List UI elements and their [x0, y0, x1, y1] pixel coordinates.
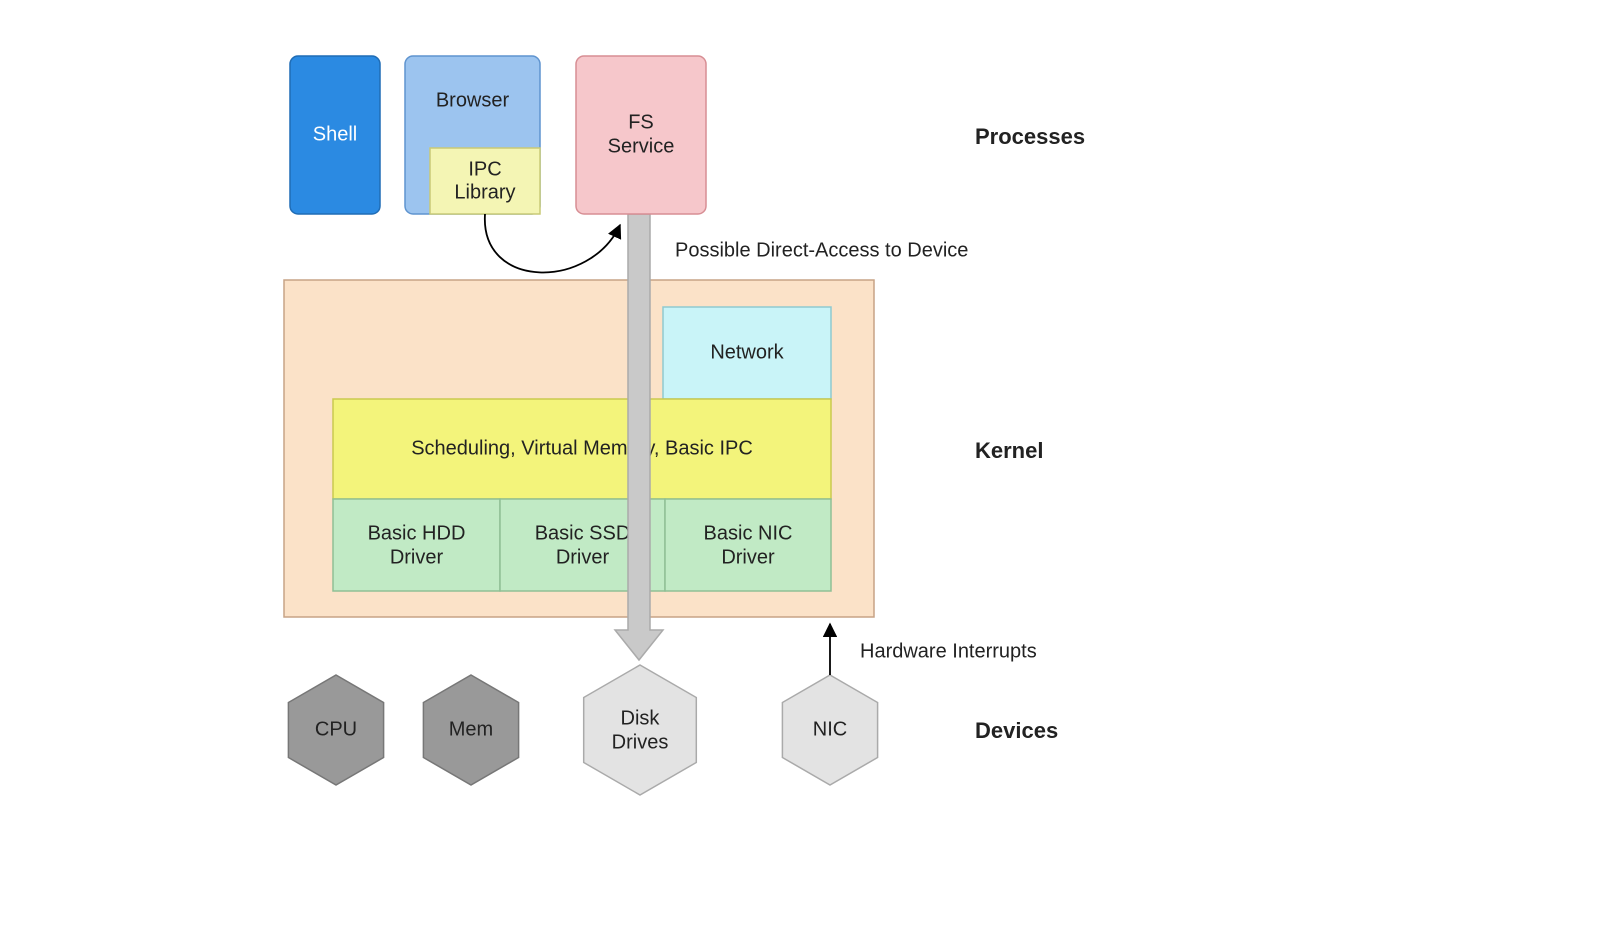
- section-label-kernel: Kernel: [975, 438, 1043, 463]
- kernel-driver-hdd-label1: Basic HDD: [368, 522, 466, 544]
- section-label-devices: Devices: [975, 718, 1058, 743]
- device-mem-label: Mem: [449, 718, 493, 740]
- section-label-processes: Processes: [975, 124, 1085, 149]
- process-ipc-label1: IPC: [468, 158, 501, 180]
- kernel-driver-nic-box: [665, 499, 831, 591]
- device-disk-label2: Drives: [612, 731, 669, 753]
- annotation-direct-access: Possible Direct-Access to Device: [675, 239, 968, 261]
- kernel-driver-ssd-label1: Basic SSD: [535, 522, 631, 544]
- ipc-to-fs-arrow: [485, 214, 620, 272]
- process-ipc-label2: Library: [454, 181, 515, 203]
- kernel-driver-hdd-label2: Driver: [390, 546, 444, 568]
- device-disk-hex: [584, 665, 697, 795]
- process-fs-label2: Service: [608, 135, 675, 157]
- annotation-hw-interrupts: Hardware Interrupts: [860, 640, 1037, 662]
- kernel-network-label: Network: [710, 341, 784, 363]
- kernel-driver-nic-label1: Basic NIC: [704, 522, 793, 544]
- process-browser-label: Browser: [436, 89, 510, 111]
- kernel-driver-ssd-label2: Driver: [556, 546, 610, 568]
- process-shell-label: Shell: [313, 123, 357, 145]
- device-nic-label: NIC: [813, 718, 847, 740]
- kernel-driver-nic-label2: Driver: [721, 546, 775, 568]
- kernel-sched-label: Scheduling, Virtual Memory, Basic IPC: [411, 437, 753, 459]
- kernel-driver-hdd-box: [333, 499, 500, 591]
- device-cpu-label: CPU: [315, 718, 357, 740]
- process-fs-label1: FS: [628, 111, 654, 133]
- device-disk-label1: Disk: [621, 707, 661, 729]
